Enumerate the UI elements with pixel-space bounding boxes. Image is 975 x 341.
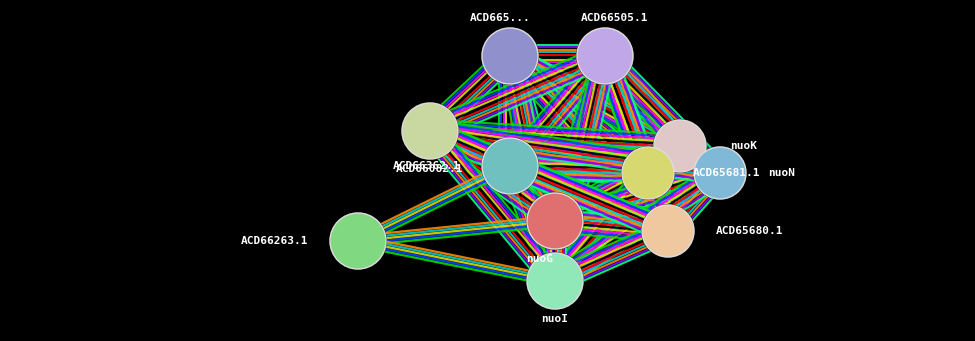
Circle shape xyxy=(622,147,674,199)
Text: ACD66505.1: ACD66505.1 xyxy=(581,13,648,23)
Text: ACD66263.1: ACD66263.1 xyxy=(241,236,308,246)
Circle shape xyxy=(577,28,633,84)
Circle shape xyxy=(481,27,539,85)
Circle shape xyxy=(641,204,695,258)
Circle shape xyxy=(330,213,386,269)
Text: ACD66082.1: ACD66082.1 xyxy=(396,164,464,174)
Circle shape xyxy=(653,119,707,173)
Circle shape xyxy=(654,120,706,172)
Circle shape xyxy=(329,212,387,270)
Circle shape xyxy=(482,138,538,194)
Text: nuoI: nuoI xyxy=(541,314,568,324)
Circle shape xyxy=(402,103,458,159)
Text: ACD65681.1: ACD65681.1 xyxy=(693,168,761,178)
Circle shape xyxy=(621,146,675,200)
Circle shape xyxy=(401,102,459,160)
Text: ACD65680.1: ACD65680.1 xyxy=(716,226,784,236)
Circle shape xyxy=(481,137,539,195)
Circle shape xyxy=(527,253,583,309)
Circle shape xyxy=(642,205,694,257)
Circle shape xyxy=(526,252,584,310)
Circle shape xyxy=(482,28,538,84)
Text: nuoK: nuoK xyxy=(730,141,757,151)
Text: nuoG: nuoG xyxy=(526,254,554,264)
Text: nuoN: nuoN xyxy=(768,168,795,178)
Circle shape xyxy=(576,27,634,85)
Text: ACD66362.1: ACD66362.1 xyxy=(393,161,460,171)
Circle shape xyxy=(693,146,747,200)
Circle shape xyxy=(694,147,746,199)
Text: ACD665...: ACD665... xyxy=(470,13,530,23)
Circle shape xyxy=(526,192,584,250)
Circle shape xyxy=(527,193,583,249)
